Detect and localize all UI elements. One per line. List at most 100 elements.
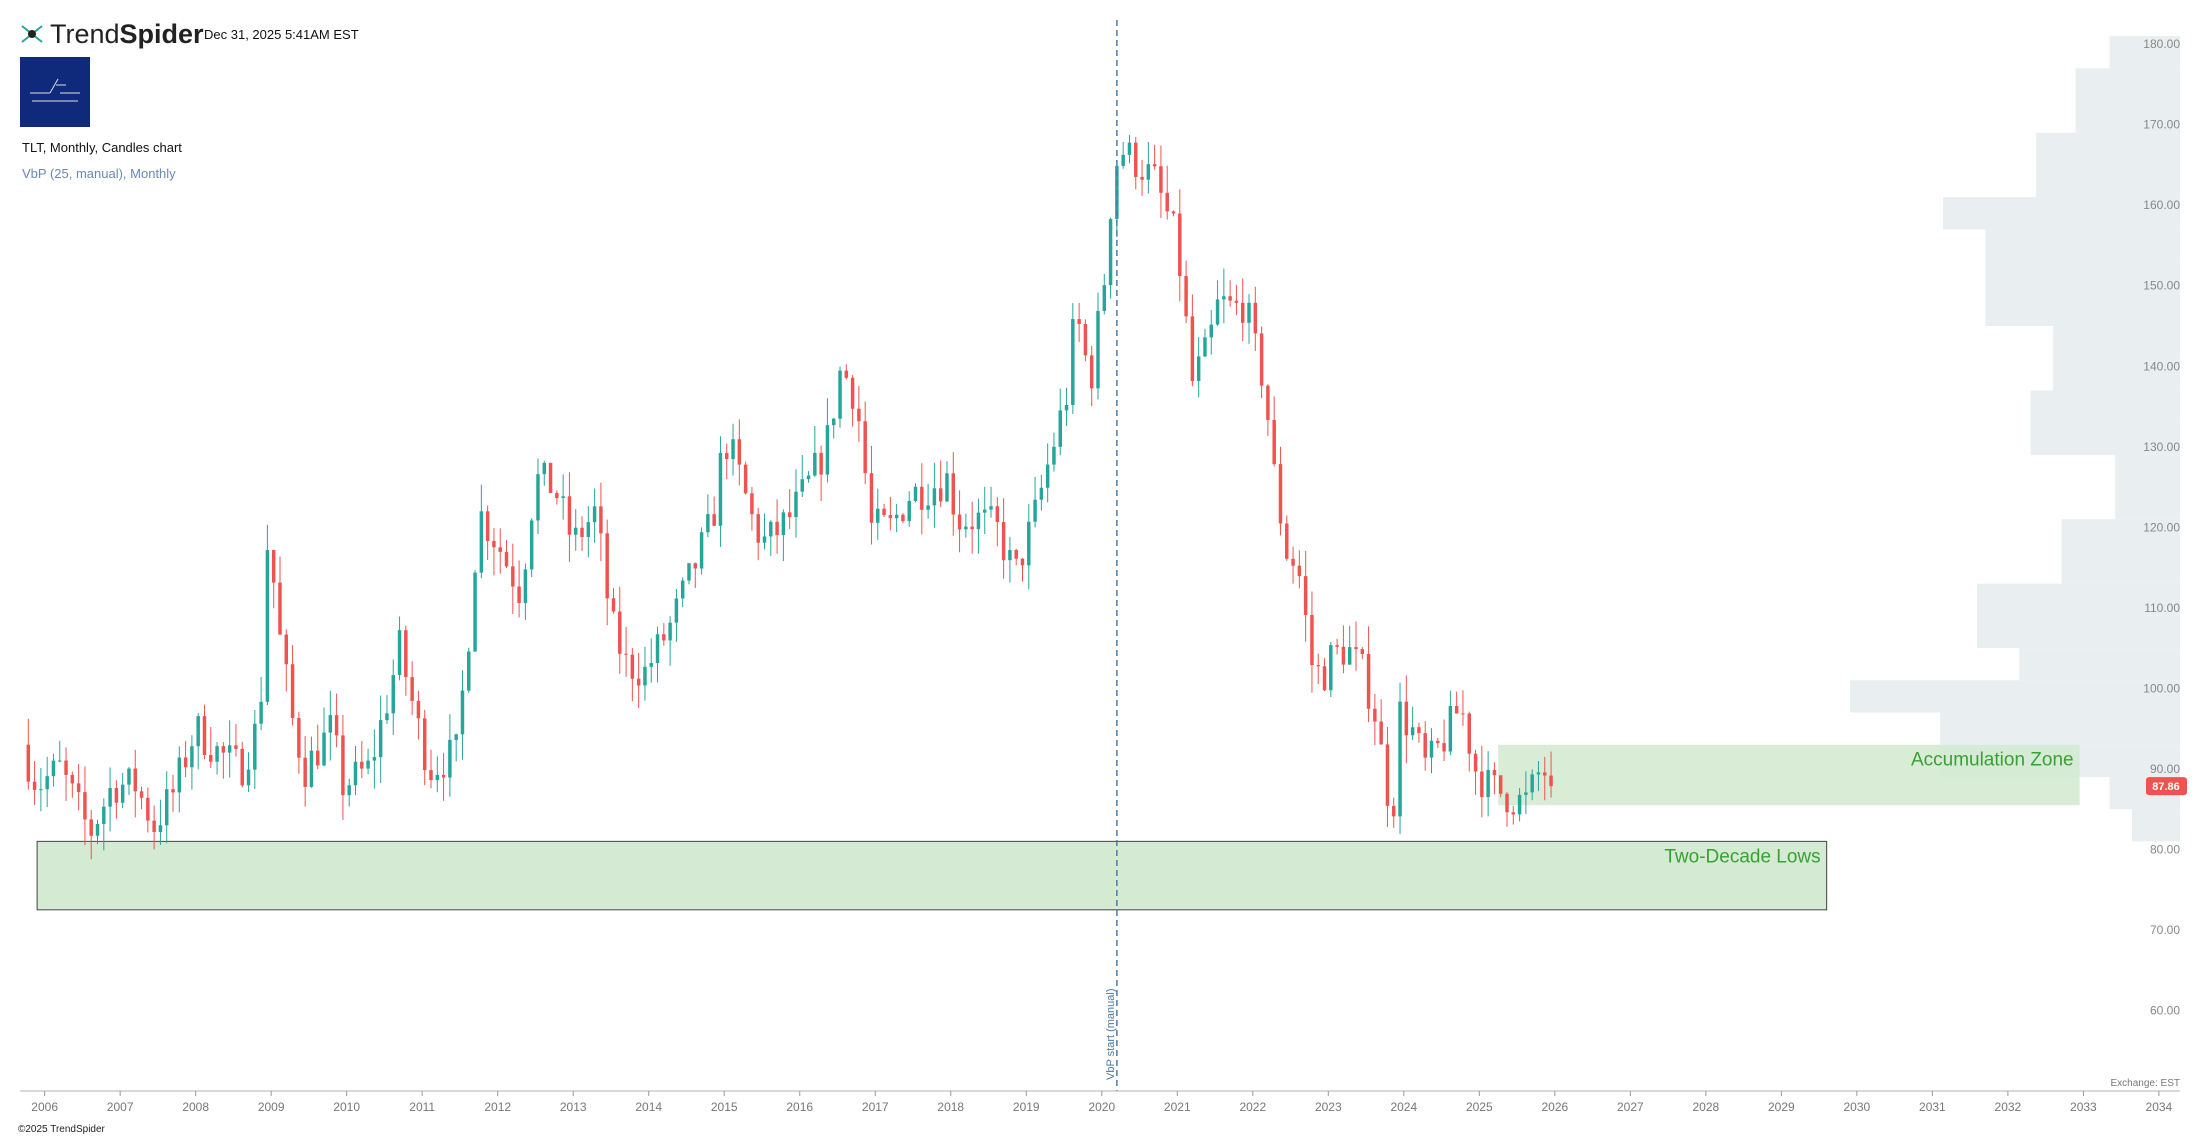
y-tick-label: 80.00 (2150, 842, 2180, 856)
candle-body (536, 474, 540, 521)
candle-body (1297, 565, 1302, 577)
x-tick-label: 2017 (862, 1100, 889, 1114)
candle-body (1140, 176, 1144, 180)
candle-body (177, 757, 182, 793)
candle-body (1272, 419, 1276, 465)
chart-title: TLT, Monthly, Candles chart (22, 140, 182, 155)
candle-body (102, 806, 106, 824)
vbp-bar (2036, 132, 2180, 165)
x-tick-label: 2006 (31, 1100, 58, 1114)
candle-body (926, 505, 930, 510)
candle-body (706, 514, 710, 533)
vbp-start-label[interactable]: VbP start (manual) (1105, 988, 1117, 1080)
candle-body (485, 511, 490, 541)
candle-body (1549, 775, 1553, 787)
candle-body (1524, 792, 1528, 795)
candle-body (825, 425, 830, 475)
candle-body (517, 586, 521, 604)
candle-body (976, 512, 981, 530)
x-tick-label: 2033 (2070, 1100, 2097, 1114)
candle-body (1266, 385, 1270, 420)
candle-body (1498, 775, 1503, 794)
indicator-title[interactable]: VbP (25, manual), Monthly (22, 166, 176, 181)
candle-body (731, 439, 735, 460)
y-tick-label: 120.00 (2143, 520, 2180, 534)
x-tick-label: 2030 (1844, 1100, 1871, 1114)
candle-body (240, 748, 244, 786)
candle-body (164, 789, 169, 826)
candle-body (1027, 521, 1031, 566)
candle-body (1285, 523, 1289, 559)
y-tick-label: 140.00 (2143, 359, 2180, 373)
last-price-badge (2146, 777, 2187, 796)
candle-body (655, 634, 660, 664)
candle-body (599, 506, 603, 534)
y-tick-label: 130.00 (2143, 440, 2180, 454)
candle-body (1398, 701, 1402, 817)
candle-body (781, 512, 786, 536)
candle-body (1045, 464, 1050, 488)
candle-body (498, 547, 502, 552)
candle-body (1096, 310, 1100, 389)
candle-body (1373, 708, 1377, 722)
candle-body (718, 453, 723, 526)
candle-body (492, 540, 496, 548)
candle-body (127, 768, 131, 785)
vbp-bar (2053, 358, 2180, 391)
candle-body (743, 464, 748, 494)
candle-body (901, 514, 905, 522)
candle-body (636, 678, 641, 686)
candle-body (1417, 727, 1421, 734)
x-tick-label: 2016 (786, 1100, 813, 1114)
candle-body (989, 506, 993, 510)
candle-body (391, 675, 395, 714)
vbp-bar (2132, 809, 2180, 842)
candle-body (1228, 296, 1232, 301)
candle-body (907, 500, 911, 522)
candle-body (863, 421, 867, 474)
vbp-bar (2109, 36, 2180, 69)
candle-body (404, 630, 408, 678)
candle-body (1543, 772, 1547, 776)
candle-body (945, 473, 949, 502)
candle-body (1190, 316, 1195, 381)
vbp-bar (1976, 583, 2180, 616)
candle-body (1209, 324, 1213, 338)
candle-body (1454, 705, 1459, 714)
candle-body (586, 522, 591, 538)
candle-body (1240, 302, 1245, 323)
candle-body (26, 744, 31, 782)
two-decade-lows-zone (36, 840, 1828, 911)
vbp-bar (2061, 519, 2180, 552)
candle-body (1492, 769, 1497, 776)
candle-body (548, 462, 553, 493)
y-tick-label: 170.00 (2143, 118, 2180, 132)
candle-body (1486, 769, 1490, 798)
candle-body (183, 757, 188, 768)
candle-body (888, 515, 893, 519)
x-tick-label: 2011 (409, 1100, 435, 1114)
candle-body (775, 521, 779, 536)
candle-body (1530, 774, 1534, 793)
candle-body (668, 622, 672, 641)
candle-body (869, 473, 874, 523)
vbp-bar (2115, 487, 2180, 520)
candle-body (1278, 464, 1283, 524)
candle-body (316, 750, 320, 766)
candle-body (1102, 285, 1107, 311)
candle-body (51, 760, 56, 777)
candle-body (913, 486, 918, 501)
candle-body (1379, 721, 1383, 745)
candle-body (341, 735, 345, 796)
x-tick-label: 2014 (635, 1100, 662, 1114)
candle-body (209, 755, 213, 762)
vbp-bar (2030, 390, 2180, 423)
vbp-bar (2075, 100, 2180, 133)
candle-body (1429, 740, 1434, 758)
candle-body (712, 514, 716, 526)
brand-name: TrendSpider (50, 19, 204, 49)
y-tick-label: 110.00 (2144, 601, 2180, 615)
candle-body (171, 789, 175, 793)
candle-body (467, 651, 471, 691)
